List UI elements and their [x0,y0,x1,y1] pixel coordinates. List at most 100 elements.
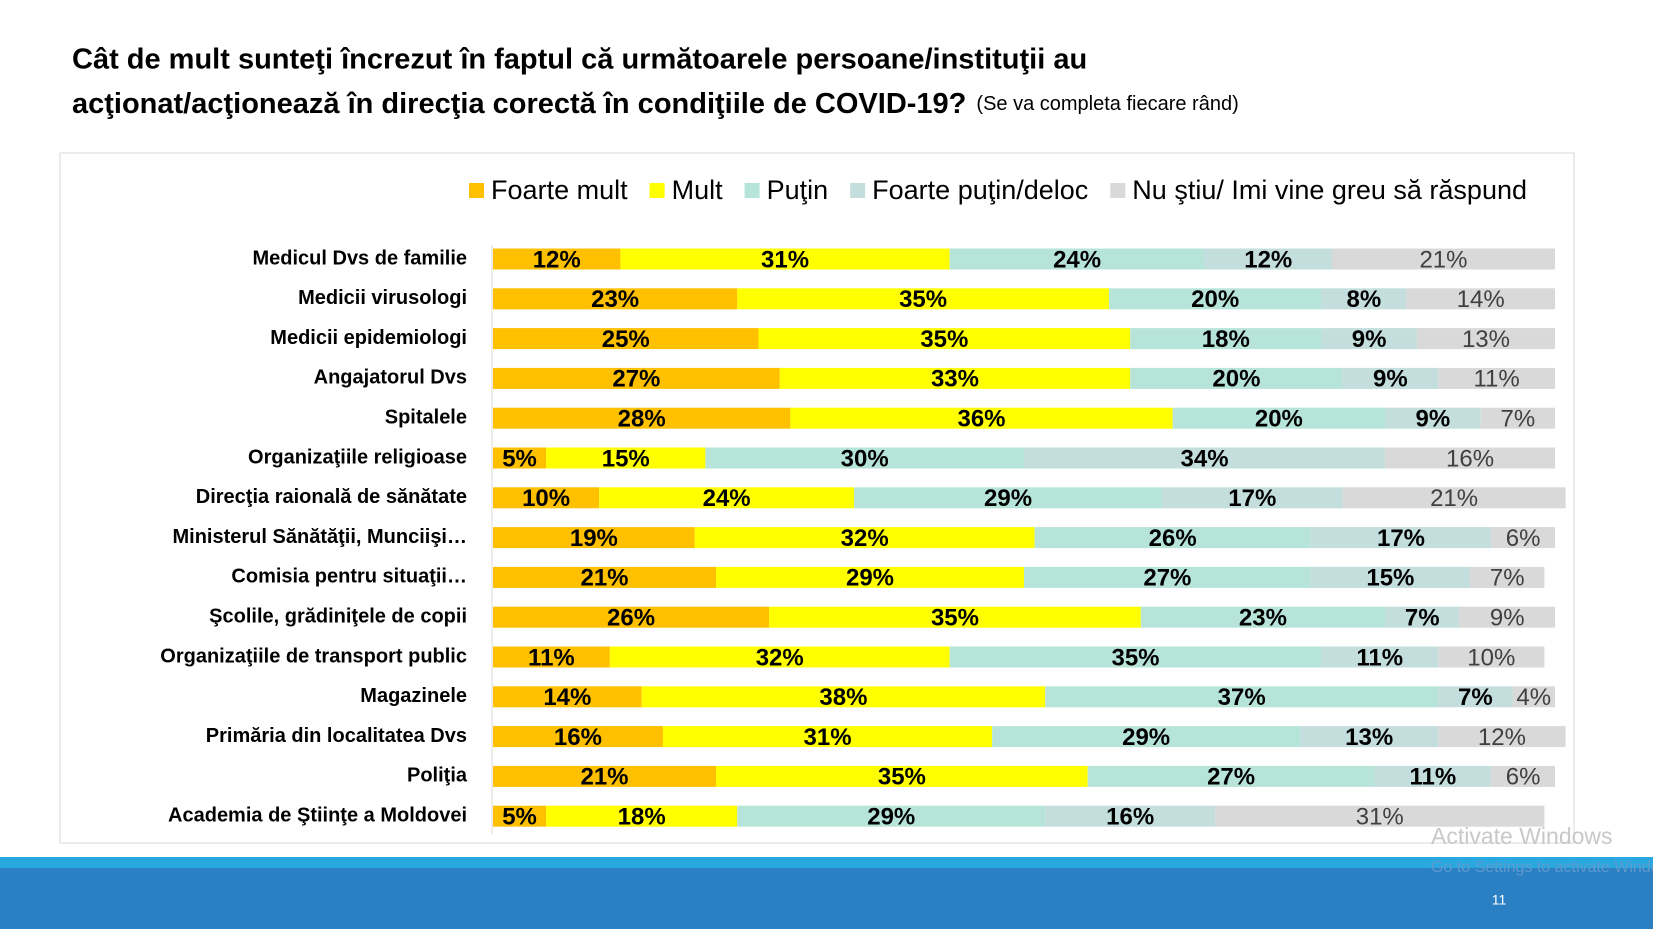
value-label: 27% [612,366,660,393]
bar-segment [599,487,855,509]
category-label: Poliţia [407,765,468,787]
value-label: 29% [846,565,894,592]
bar-segment [1204,248,1332,270]
bar-segment [1491,765,1555,787]
bar-segment [992,726,1301,748]
value-label: 25% [602,326,650,353]
value-label: 21% [1419,246,1467,273]
value-label: 29% [984,485,1032,512]
title-line: acţionat/acţionează în direcţia corectă … [72,88,966,120]
bar-segment [1162,487,1343,509]
value-label: 20% [1212,366,1260,393]
value-label: 14% [543,684,591,711]
bar-segment [1331,248,1555,270]
value-label: 35% [1111,644,1159,671]
bar-segment [493,726,663,748]
value-label: 30% [841,445,889,472]
legend-swatch [1110,183,1126,198]
value-label: 18% [618,804,666,831]
value-label: 15% [602,445,650,472]
value-label: 18% [1202,326,1250,353]
bar-segment [1321,328,1417,350]
category-label: Organizaţiile de transport public [160,645,467,667]
legend-item: Nu ştiu/ Imi vine greu să răspund [1110,175,1527,205]
value-label: 17% [1228,485,1276,512]
value-label: 10% [1467,644,1515,671]
bar-segment [1140,606,1386,628]
bar-segment [1385,407,1481,429]
legend-label: Puţin [767,175,829,205]
bar-segment [1300,726,1439,748]
bar-segment [662,726,993,748]
value-label: 26% [1149,525,1197,552]
bar-segment [1172,407,1386,429]
value-label: 19% [570,525,618,552]
bar-segment [493,248,621,270]
value-label: 36% [957,406,1005,433]
value-label: 23% [591,286,639,313]
footer-band [0,868,1653,929]
value-label: 7% [1458,684,1493,711]
bar-segment [1438,726,1566,748]
title-line: acţionat/acţionează în direcţia corectă … [72,88,1239,120]
value-label: 13% [1462,326,1510,353]
value-label: 35% [920,326,968,353]
bar-segment [769,606,1141,628]
bar-segment [1108,288,1322,310]
value-label: 21% [580,764,628,791]
category-label: Academia de Ştiinţe a Moldovei [168,804,467,826]
legend: Foarte mult Mult Puţin Foarte puţin/deloc Nu… [469,175,1527,205]
value-label: 12% [1478,724,1526,751]
bar-segment [1438,367,1555,389]
bar-segment [1491,527,1555,549]
value-label: 9% [1416,406,1451,433]
bar-segment [758,328,1131,350]
value-label: 7% [1500,406,1535,433]
bar-segment [493,407,791,429]
bar-segment [493,805,547,827]
bar-segment [716,566,1024,588]
category-label: Ministerul Sănătăţii, Munciişi… [173,526,468,548]
bar-segment [609,646,950,668]
title-line: Cât de mult sunteţi încrezut în faptul c… [72,44,1087,76]
bar-segment [790,407,1173,429]
value-label: 20% [1255,406,1303,433]
value-label: 35% [931,605,979,632]
value-label: 16% [1446,445,1494,472]
bar-segment [493,328,759,350]
legend-item: Mult [649,175,723,205]
bar-segment [737,288,1109,310]
value-label: 35% [878,764,926,791]
value-label: 20% [1191,286,1239,313]
value-label: 23% [1239,605,1287,632]
value-label: 9% [1373,366,1408,393]
legend-swatch [744,183,760,198]
category-label: Şcolile, grădiniţele de copii [209,605,467,627]
value-label: 35% [899,286,947,313]
value-label: 16% [554,724,602,751]
bar-segment [620,248,950,270]
bar-segment [493,447,547,469]
category-label: Magazinele [360,685,467,707]
bar-segment [1342,367,1439,389]
bar-segment [493,566,717,588]
value-label: 28% [618,406,666,433]
value-label: 14% [1457,286,1505,313]
category-label: Comisia pentru situaţii… [231,566,467,588]
value-label: 11% [1473,366,1519,393]
legend-label: Foarte mult [491,175,628,205]
bar-segment [1342,487,1566,509]
bar-segment [1130,367,1343,389]
watermark: Go to Settings to activate Windows. [1431,859,1653,876]
bar-segment [1438,646,1545,668]
bar-segment [1087,765,1375,787]
value-label: 24% [1053,246,1101,273]
bar-segment [641,686,1046,708]
bar-segment [1459,606,1555,628]
value-label: 16% [1106,804,1154,831]
footer-strip [0,857,1653,868]
bar-segment [1480,407,1555,429]
bar-segment [1310,566,1471,588]
value-label: 21% [580,565,628,592]
